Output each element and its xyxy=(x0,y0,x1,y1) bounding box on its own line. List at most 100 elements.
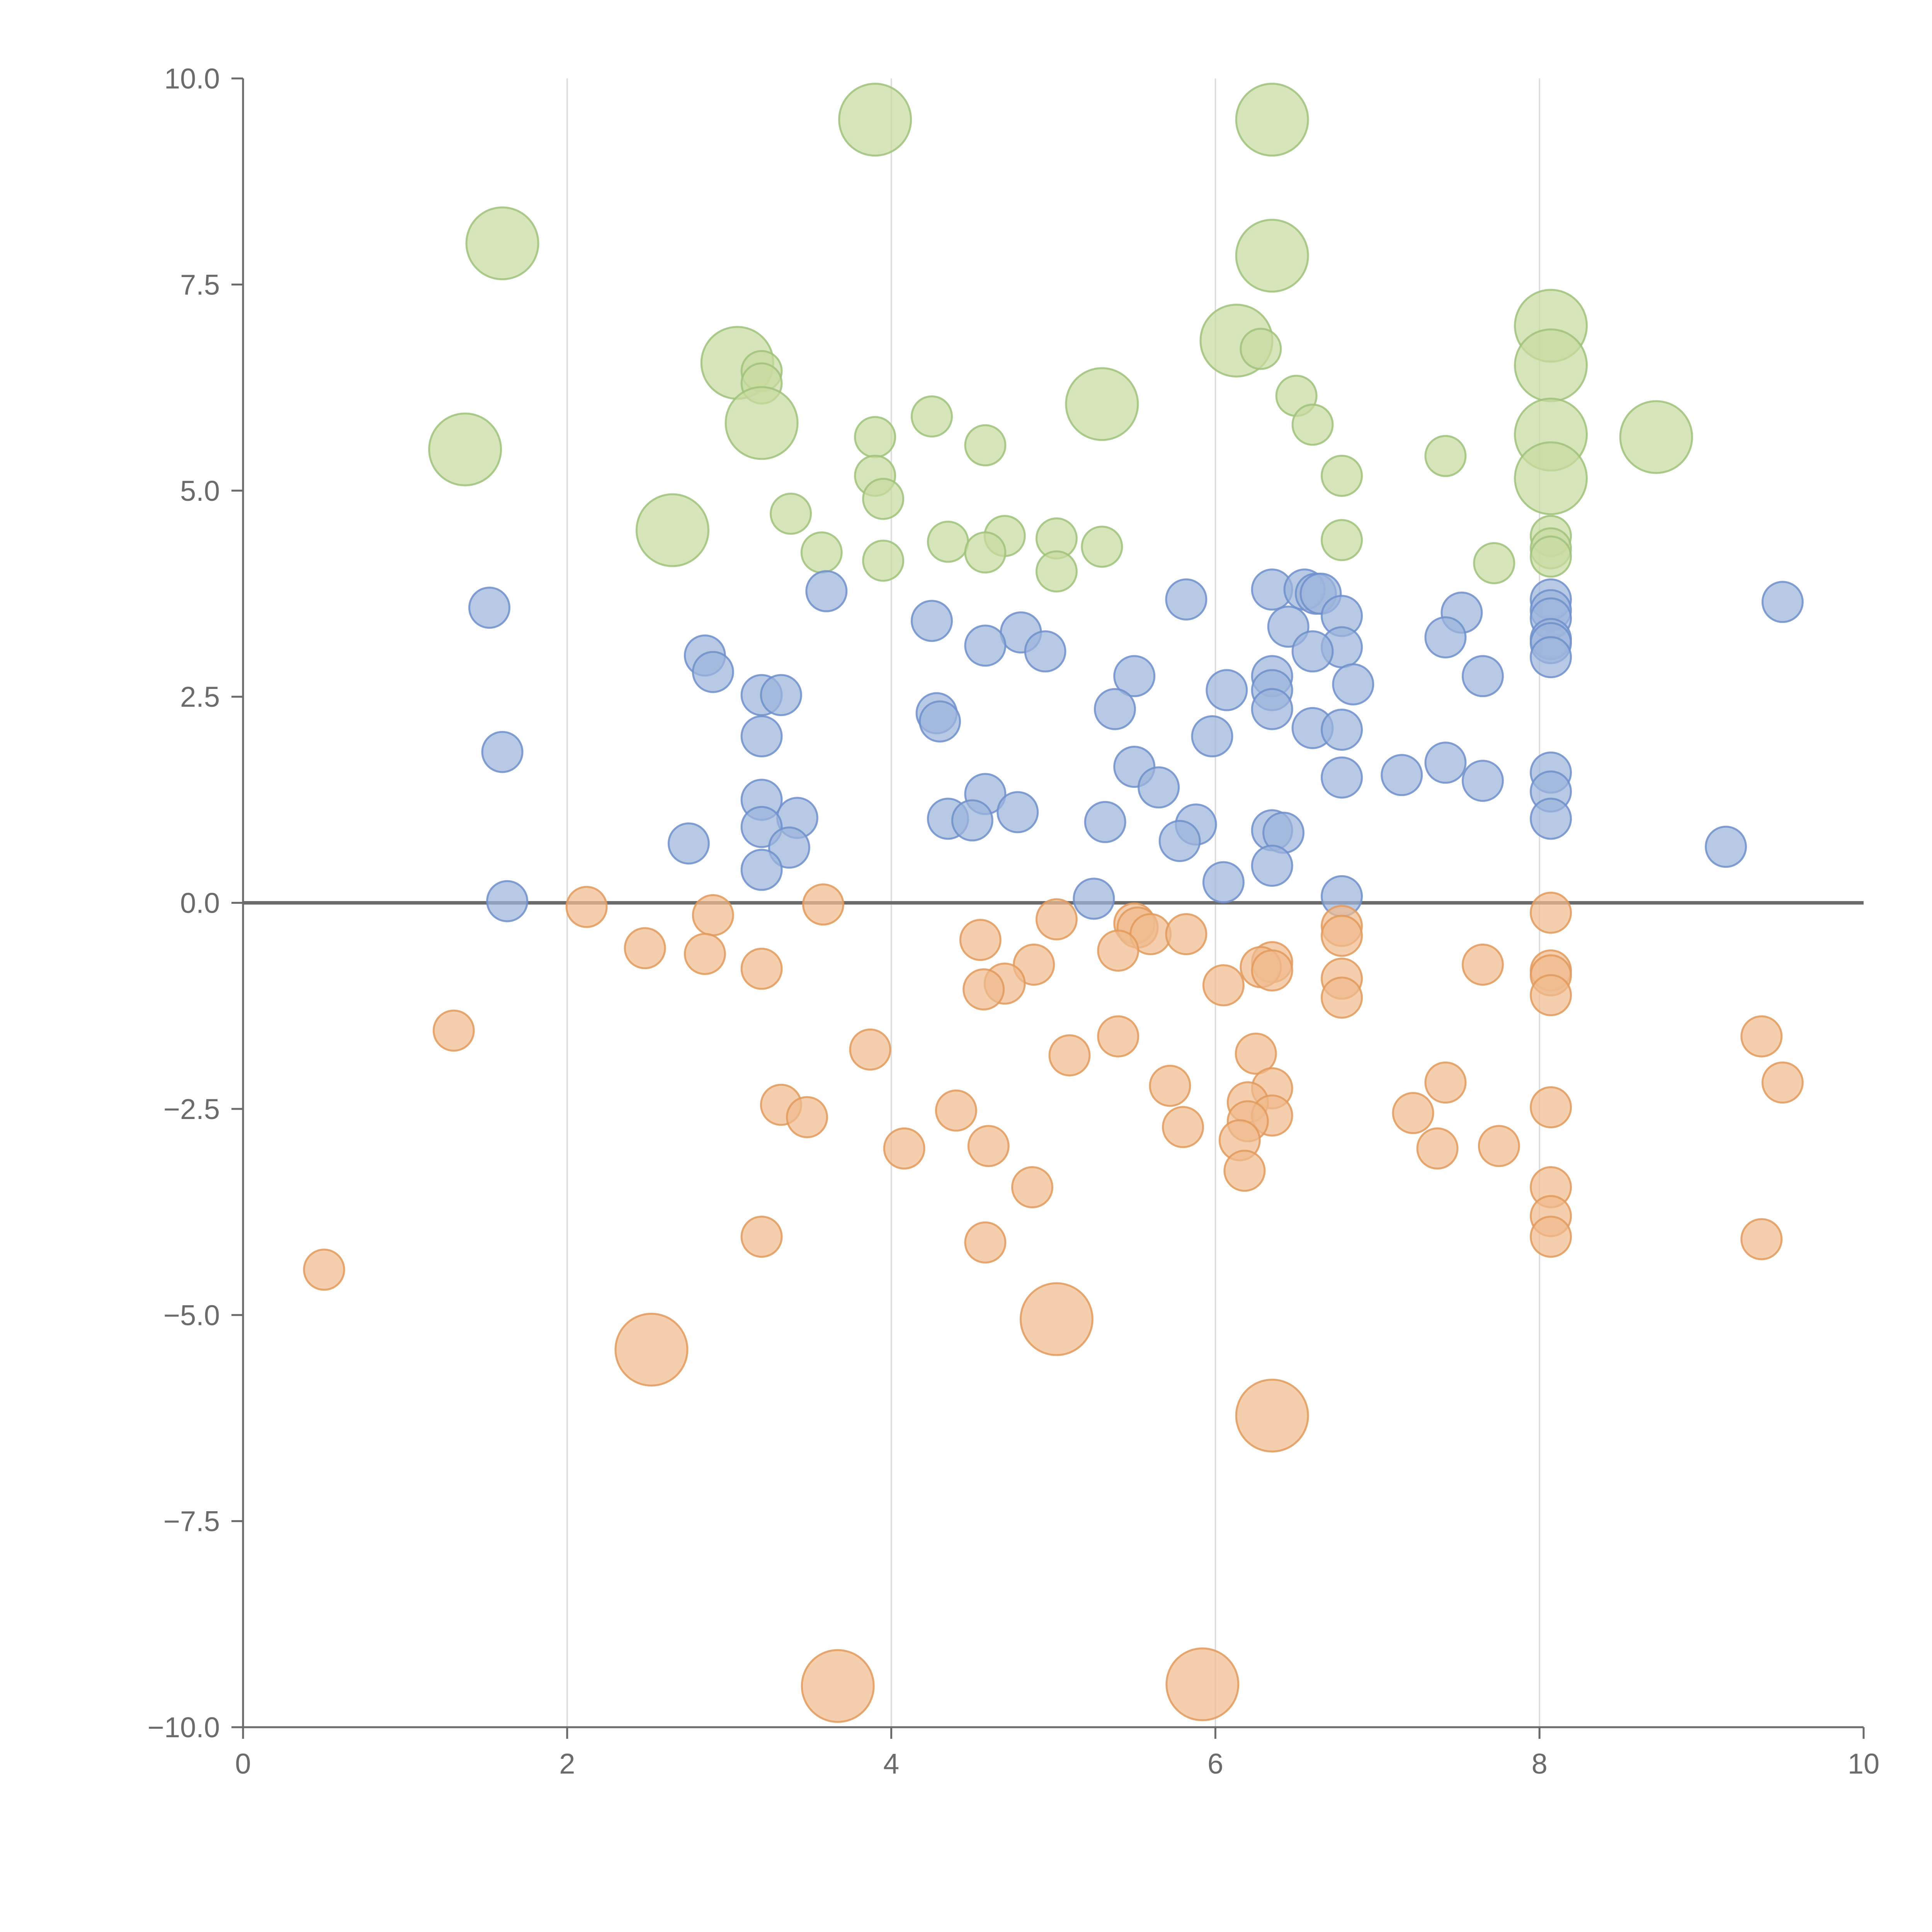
bubble-green-11 xyxy=(1065,367,1139,441)
bubble-blue-57 xyxy=(951,799,993,842)
bubble-green-7 xyxy=(1514,328,1588,402)
bubble-green-38 xyxy=(862,539,905,582)
bubble-orange-11 xyxy=(959,919,1002,961)
bubble-blue-29 xyxy=(1332,663,1374,706)
bubble-green-15 xyxy=(1291,403,1334,446)
bubble-orange-52 xyxy=(1416,1127,1459,1170)
bubble-blue-58 xyxy=(1084,801,1126,843)
bubble-blue-40 xyxy=(740,715,783,758)
bubble-blue-64 xyxy=(667,822,710,865)
bubble-green-18 xyxy=(1619,400,1693,474)
bubble-blue-39 xyxy=(1321,708,1363,751)
x-tick-label: 0 xyxy=(235,1748,251,1780)
bubble-blue-47 xyxy=(1321,756,1363,799)
bubble-blue-46 xyxy=(1381,754,1423,796)
bubble-orange-27 xyxy=(1530,974,1572,1016)
bubble-blue-22 xyxy=(1024,630,1066,673)
bubble-blue-42 xyxy=(481,731,524,773)
bubble-blue-71 xyxy=(1073,878,1115,920)
bubble-orange-37 xyxy=(1149,1065,1191,1107)
bubble-orange-21 xyxy=(1251,949,1293,992)
bubble-orange-34 xyxy=(1048,1034,1091,1077)
bubble-green-24 xyxy=(1514,441,1588,515)
bubble-green-0 xyxy=(838,83,912,157)
bubble-orange-42 xyxy=(935,1089,977,1132)
bubble-orange-53 xyxy=(1223,1150,1266,1192)
bubble-green-25 xyxy=(862,478,905,520)
bubble-green-35 xyxy=(800,531,843,574)
bubble-orange-50 xyxy=(1478,1125,1520,1167)
bubble-orange-16 xyxy=(1461,944,1504,986)
bubble-blue-66 xyxy=(768,827,810,869)
y-tick-label: −7.5 xyxy=(163,1505,220,1537)
bubble-blue-68 xyxy=(740,849,783,891)
y-tick-label: 5.0 xyxy=(180,475,220,507)
bubble-orange-66 xyxy=(801,1649,875,1723)
bubbles xyxy=(303,83,1804,1723)
bubble-orange-3 xyxy=(692,894,734,937)
bubble-green-26 xyxy=(770,492,812,535)
bubble-orange-30 xyxy=(1097,1015,1139,1058)
x-tick-label: 6 xyxy=(1208,1748,1223,1780)
bubble-orange-58 xyxy=(1530,1216,1572,1258)
bubble-green-20 xyxy=(428,412,502,486)
bubble-green-36 xyxy=(964,531,1007,574)
bubble-blue-53 xyxy=(997,791,1039,833)
bubble-orange-65 xyxy=(1165,1647,1240,1721)
bubble-orange-1 xyxy=(802,883,844,926)
bubble-blue-5 xyxy=(1165,578,1208,621)
bubble-blue-8 xyxy=(468,587,510,629)
bubble-orange-4 xyxy=(1035,898,1078,940)
bubble-orange-64 xyxy=(1235,1379,1309,1453)
x-tick-label: 2 xyxy=(559,1748,575,1780)
bubble-orange-61 xyxy=(303,1248,345,1291)
bubble-orange-26 xyxy=(963,968,1005,1011)
x-tick-label: 4 xyxy=(883,1748,899,1780)
bubble-orange-41 xyxy=(1530,1086,1572,1129)
bubble-orange-13 xyxy=(1097,929,1139,972)
bubble-blue-34 xyxy=(1094,688,1136,730)
bubble-orange-63 xyxy=(614,1313,689,1387)
bubble-green-3 xyxy=(1235,219,1309,293)
bubble-orange-28 xyxy=(1321,976,1363,1019)
bubble-green-19 xyxy=(964,424,1007,466)
y-tick-label: −2.5 xyxy=(163,1093,220,1125)
bubble-green-31 xyxy=(1321,519,1363,561)
bubble-blue-72 xyxy=(486,880,529,922)
bubble-green-40 xyxy=(1035,550,1078,593)
bubble-blue-21 xyxy=(1291,630,1334,673)
bubble-orange-35 xyxy=(1424,1061,1467,1104)
bubble-blue-25 xyxy=(692,651,734,693)
bubble-orange-36 xyxy=(1761,1061,1804,1104)
bubble-blue-16 xyxy=(1424,616,1467,659)
bubble-blue-48 xyxy=(1461,760,1504,802)
bubble-green-14 xyxy=(724,386,799,460)
bubble-orange-29 xyxy=(432,1009,475,1052)
bubble-blue-37 xyxy=(918,700,961,743)
bubble-orange-43 xyxy=(1392,1092,1434,1134)
bubble-green-6 xyxy=(1240,328,1282,370)
bubble-green-13 xyxy=(910,395,953,438)
bubble-blue-28 xyxy=(1461,655,1504,697)
y-tick-label: 2.5 xyxy=(180,681,220,713)
bubble-blue-19 xyxy=(964,624,1007,667)
bubble-orange-32 xyxy=(849,1028,891,1071)
bubble-green-32 xyxy=(927,520,969,563)
bubble-green-39 xyxy=(1473,542,1515,584)
bubble-blue-35 xyxy=(1251,688,1293,730)
bubble-orange-9 xyxy=(1165,913,1208,956)
x-tick-label: 10 xyxy=(1848,1748,1879,1780)
bubble-green-37 xyxy=(1530,535,1572,578)
bubble-orange-59 xyxy=(1740,1218,1783,1260)
bubble-blue-55 xyxy=(1530,798,1572,840)
y-tick-label: 10.0 xyxy=(164,63,220,95)
bubble-green-21 xyxy=(1424,435,1467,477)
bubble-orange-25 xyxy=(1202,964,1245,1007)
bubble-orange-47 xyxy=(1162,1106,1204,1148)
bubble-orange-19 xyxy=(740,947,783,990)
bubble-orange-51 xyxy=(883,1127,925,1170)
bubble-orange-49 xyxy=(967,1125,1010,1167)
bubble-green-33 xyxy=(1081,526,1123,568)
